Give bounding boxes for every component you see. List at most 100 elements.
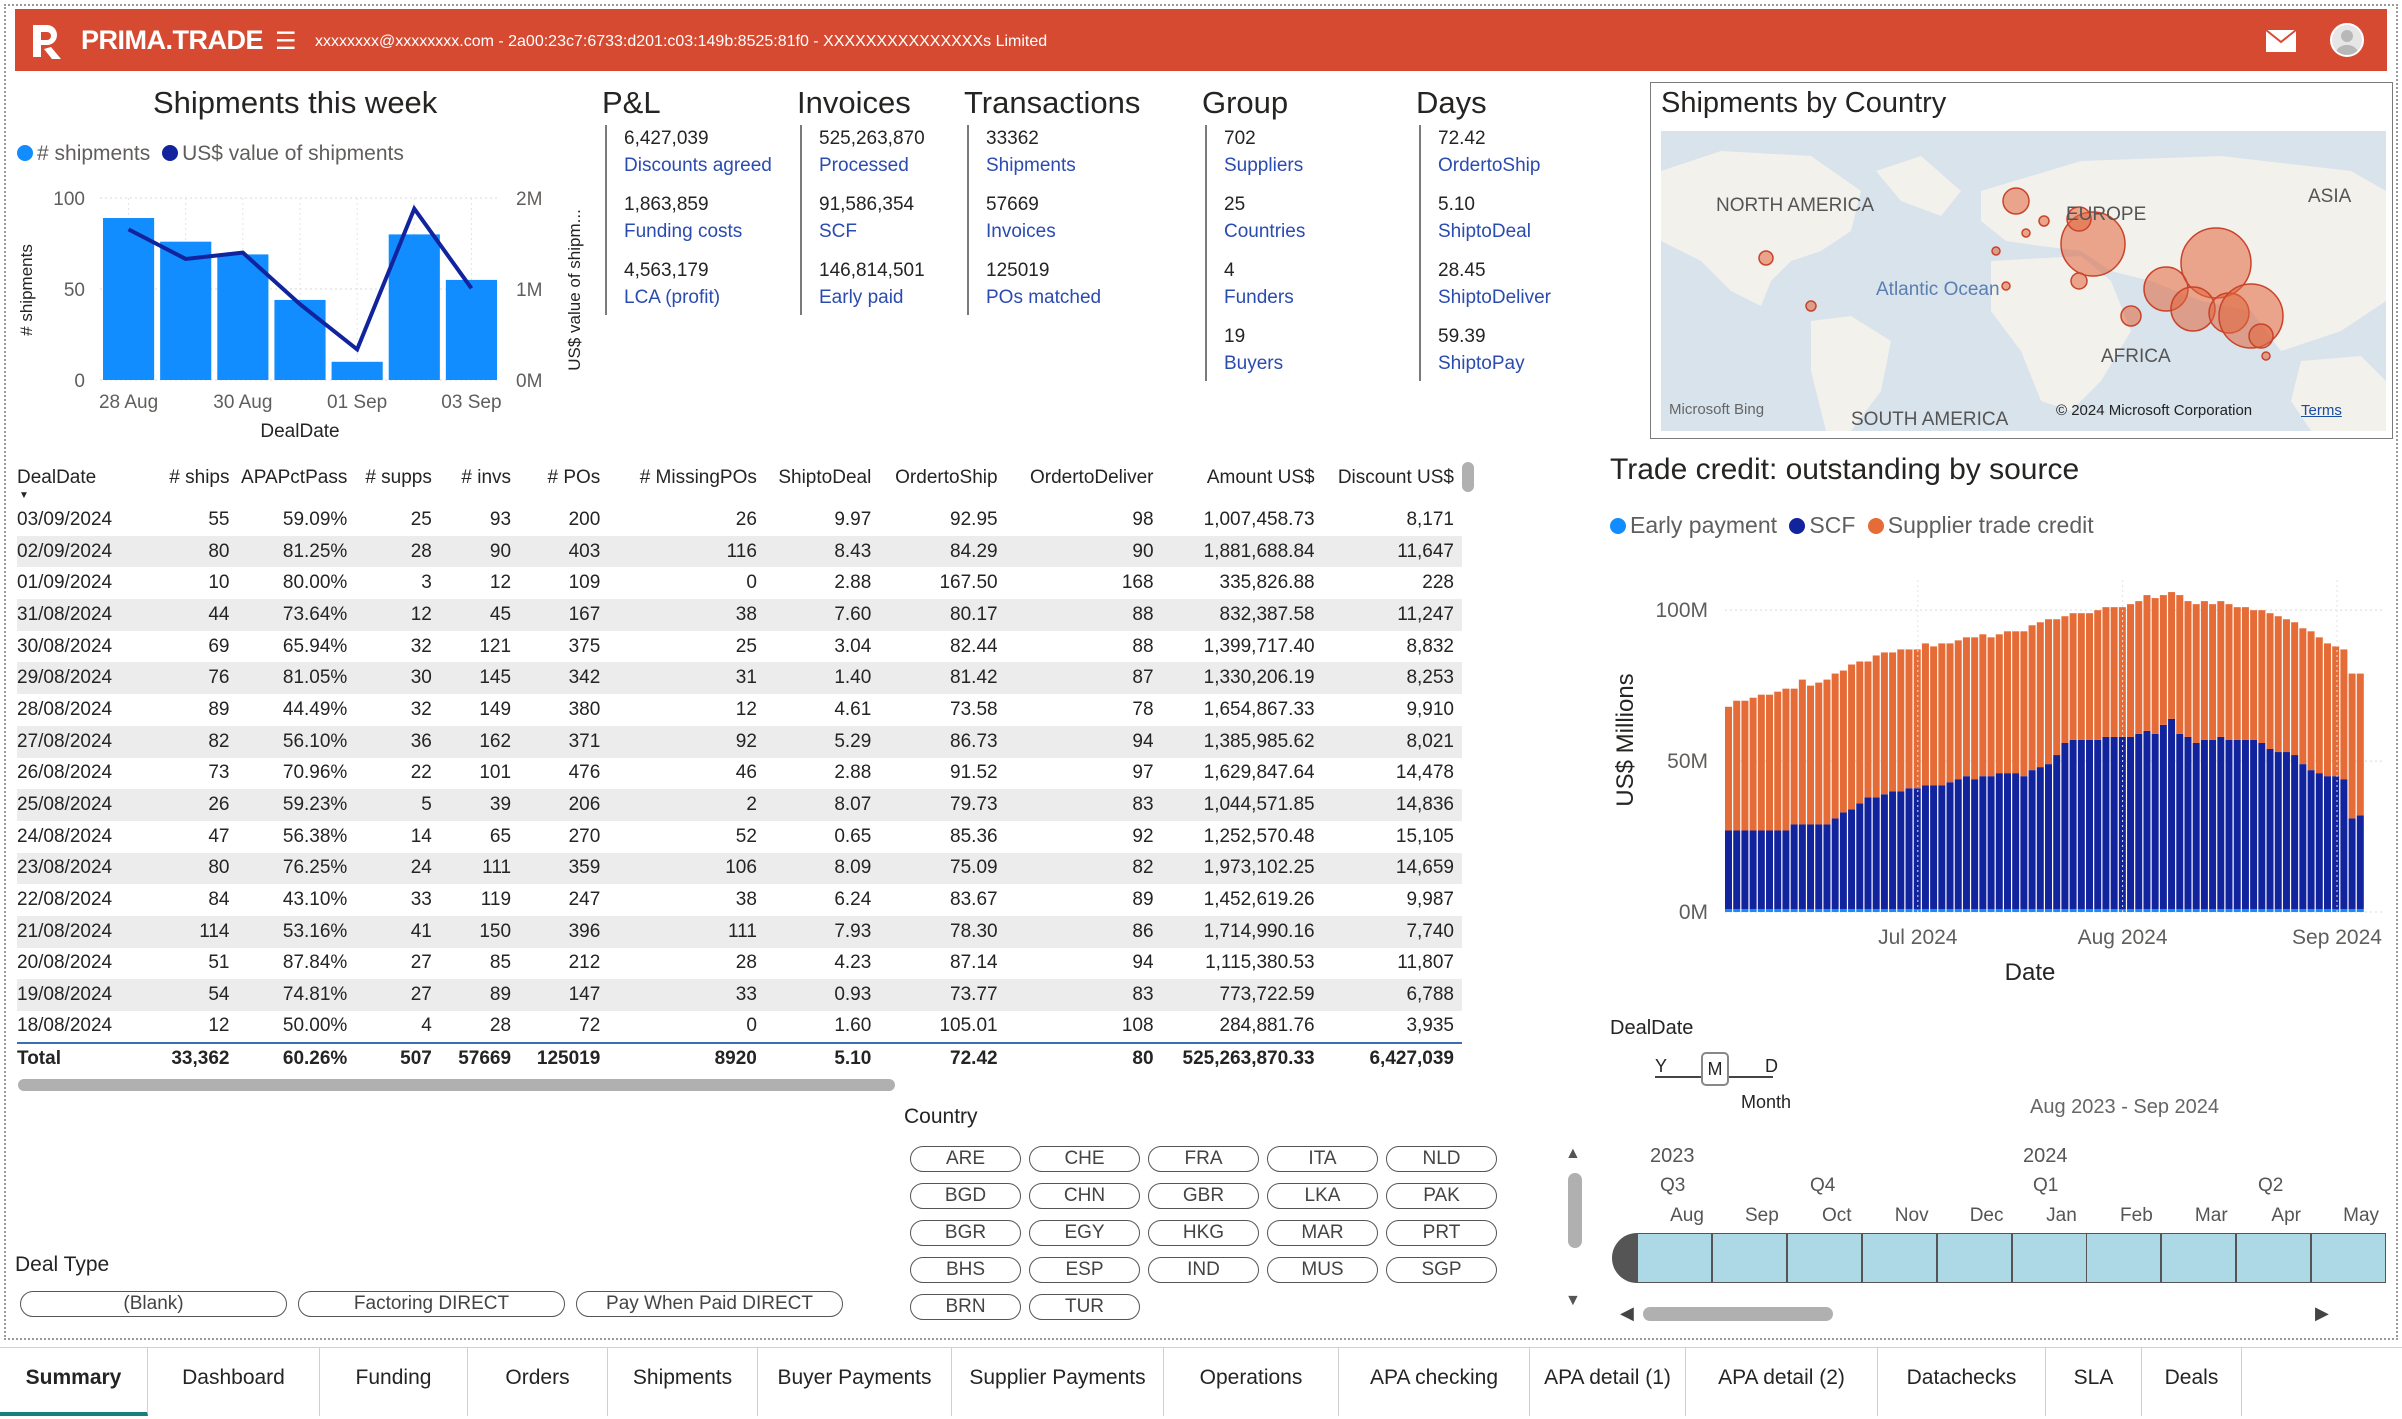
- country-option-hkg[interactable]: HKG: [1148, 1220, 1259, 1246]
- tab-apa-detail-2[interactable]: APA detail (2): [1686, 1348, 1878, 1416]
- timeline-month-cell[interactable]: [1936, 1233, 2012, 1283]
- bar-scf[interactable]: [2168, 718, 2176, 909]
- bar-supplier[interactable]: [2209, 604, 2217, 740]
- bar-early[interactable]: [2184, 908, 2192, 912]
- bar-supplier[interactable]: [1782, 688, 1790, 831]
- bar-scf[interactable]: [1930, 785, 1938, 909]
- bar-shipments-29-aug[interactable]: [160, 241, 212, 380]
- bar-supplier[interactable]: [2003, 631, 2011, 774]
- bar-early[interactable]: [1946, 908, 1954, 912]
- bar-early[interactable]: [1971, 908, 1979, 912]
- bar-supplier[interactable]: [2127, 604, 2135, 737]
- bar-supplier[interactable]: [2045, 619, 2053, 765]
- bar-supplier[interactable]: [1839, 670, 1847, 813]
- country-scroll-down-icon[interactable]: ▼: [1565, 1292, 1581, 1309]
- bar-supplier[interactable]: [1848, 664, 1856, 810]
- bar-supplier[interactable]: [2332, 646, 2340, 777]
- bar-supplier[interactable]: [2159, 595, 2167, 725]
- bar-scf[interactable]: [2282, 752, 2290, 909]
- bar-early[interactable]: [2356, 908, 2364, 912]
- country-option-che[interactable]: CHE: [1029, 1146, 1140, 1172]
- bar-supplier[interactable]: [2012, 631, 2020, 774]
- bar-scf[interactable]: [1741, 830, 1749, 909]
- bar-supplier[interactable]: [1897, 649, 1905, 792]
- bar-early[interactable]: [2110, 908, 2118, 912]
- bar-scf[interactable]: [2266, 749, 2274, 909]
- bar-scf[interactable]: [1725, 830, 1733, 909]
- bar-supplier[interactable]: [2250, 610, 2258, 740]
- timeline-month-cell[interactable]: [1861, 1233, 1937, 1283]
- bar-scf[interactable]: [1987, 776, 1995, 909]
- bar-supplier[interactable]: [2299, 628, 2307, 765]
- bar-scf[interactable]: [2143, 730, 2151, 909]
- bar-supplier[interactable]: [1790, 688, 1798, 825]
- bar-early[interactable]: [2020, 908, 2028, 912]
- bar-scf[interactable]: [2307, 770, 2315, 909]
- timeline-month-cell[interactable]: [2161, 1233, 2237, 1283]
- bar-scf[interactable]: [1782, 830, 1790, 909]
- deal-type-factoring-direct[interactable]: Factoring DIRECT: [298, 1291, 565, 1317]
- country-option-tur[interactable]: TUR: [1029, 1294, 1140, 1320]
- bar-early[interactable]: [1930, 908, 1938, 912]
- bar-early[interactable]: [1864, 908, 1872, 912]
- table-row[interactable]: 28/08/2024 89 44.49% 32 149 380 12 4.61 73.58 78 1…: [17, 694, 1462, 726]
- bar-scf[interactable]: [1766, 830, 1774, 909]
- bar-supplier[interactable]: [2200, 601, 2208, 740]
- bar-scf[interactable]: [2192, 742, 2200, 909]
- bar-supplier[interactable]: [1938, 643, 1946, 786]
- bar-early[interactable]: [2217, 908, 2225, 912]
- bar-early[interactable]: [1995, 908, 2003, 912]
- bar-early[interactable]: [2209, 908, 2217, 912]
- bar-early[interactable]: [1880, 908, 1888, 912]
- bar-supplier[interactable]: [1798, 679, 1806, 825]
- bar-supplier[interactable]: [2151, 598, 2159, 734]
- bar-early[interactable]: [2151, 908, 2159, 912]
- column-header-dealdate[interactable]: DealDate ▼: [17, 467, 97, 501]
- bar-scf[interactable]: [2077, 739, 2085, 909]
- bar-scf[interactable]: [1839, 812, 1847, 909]
- bar-early[interactable]: [1815, 908, 1823, 912]
- bar-early[interactable]: [1733, 908, 1741, 912]
- bar-scf[interactable]: [2225, 739, 2233, 909]
- bar-scf[interactable]: [2233, 739, 2241, 909]
- bar-scf[interactable]: [1913, 788, 1921, 909]
- bar-scf[interactable]: [1856, 803, 1864, 909]
- bar-supplier[interactable]: [2135, 601, 2143, 734]
- country-option-ita[interactable]: ITA: [1267, 1146, 1378, 1172]
- country-option-prt[interactable]: PRT: [1386, 1220, 1497, 1246]
- bar-early[interactable]: [1839, 908, 1847, 912]
- column-header[interactable]: APAPctPass: [241, 467, 348, 488]
- bar-supplier[interactable]: [1807, 685, 1815, 825]
- bar-early[interactable]: [2127, 908, 2135, 912]
- timeline-month-cell[interactable]: [1637, 1233, 1712, 1283]
- table-row[interactable]: 21/08/2024 114 53.16% 41 150 396 111 7.93 78.30 8…: [17, 915, 1462, 948]
- bar-early[interactable]: [1798, 908, 1806, 912]
- bar-supplier[interactable]: [1971, 637, 1979, 780]
- bar-early[interactable]: [1897, 908, 1905, 912]
- country-option-gbr[interactable]: GBR: [1148, 1183, 1259, 1209]
- bar-scf[interactable]: [2102, 736, 2110, 909]
- bar-scf[interactable]: [2127, 736, 2135, 909]
- country-scrollbar[interactable]: [1568, 1173, 1582, 1248]
- timeline-month-cell[interactable]: [2236, 1233, 2312, 1283]
- bar-early[interactable]: [1766, 908, 1774, 912]
- bar-supplier[interactable]: [2036, 622, 2044, 768]
- column-header[interactable]: # MissingPOs: [639, 467, 757, 488]
- bar-scf[interactable]: [2348, 818, 2356, 909]
- table-row[interactable]: 25/08/2024 26 59.23% 5 39 206 2 8.07 79.73 83 1,04…: [17, 789, 1462, 821]
- bar-scf[interactable]: [2323, 776, 2331, 909]
- bar-scf[interactable]: [1905, 788, 1913, 909]
- bar-early[interactable]: [2340, 908, 2348, 912]
- bar-scf[interactable]: [1774, 830, 1782, 909]
- bar-scf[interactable]: [1749, 830, 1757, 909]
- bar-scf[interactable]: [1921, 785, 1929, 909]
- bar-supplier[interactable]: [2086, 613, 2094, 740]
- bar-supplier[interactable]: [1979, 634, 1987, 777]
- tab-sla[interactable]: SLA: [2046, 1348, 2142, 1416]
- bar-early[interactable]: [2323, 908, 2331, 912]
- bar-early[interactable]: [1741, 908, 1749, 912]
- tab-funding[interactable]: Funding: [320, 1348, 468, 1416]
- table-row[interactable]: 18/08/2024 12 50.00% 4 28 72 0 1.60 105.01 108 284…: [17, 1011, 1462, 1043]
- country-option-bgr[interactable]: BGR: [910, 1220, 1021, 1246]
- bar-early[interactable]: [2053, 908, 2061, 912]
